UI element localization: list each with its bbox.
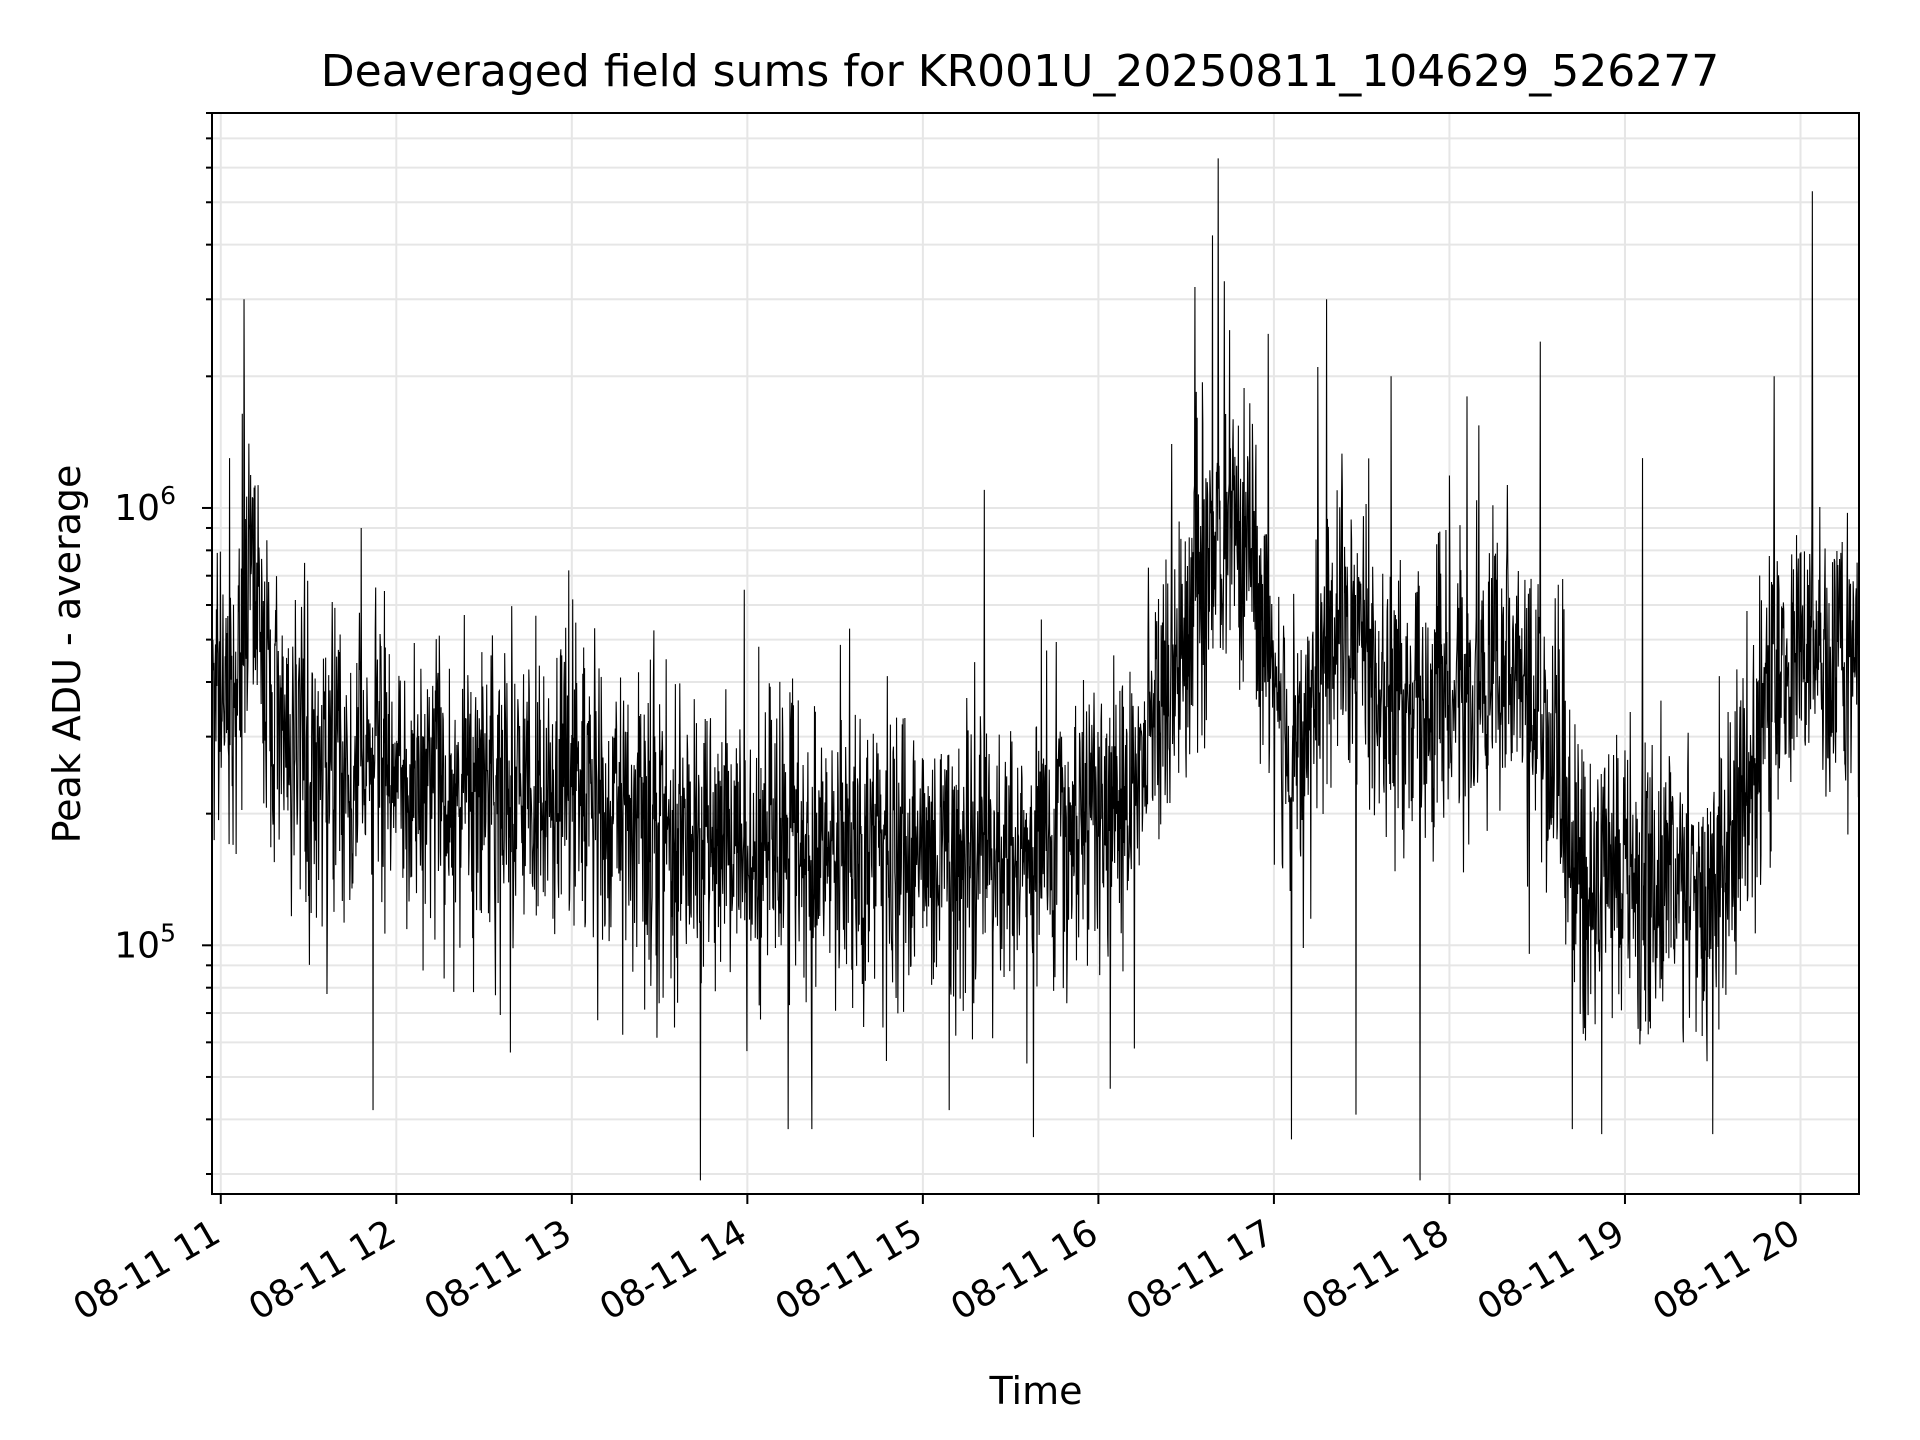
series-line [211, 158, 1860, 1181]
x-axis-label: Time [989, 1369, 1083, 1413]
y-axis-label: Peak ADU - average [45, 465, 89, 844]
chart-title: Deaveraged field sums for KR001U_2025081… [321, 46, 1719, 97]
y-tick-label: 105 [114, 918, 176, 966]
y-axis: 105 106 [114, 112, 212, 1175]
series-line-group [211, 158, 1860, 1181]
grid [212, 112, 1859, 1194]
y-tick-label: 106 [114, 481, 176, 529]
plot-frame [211, 112, 1860, 1195]
